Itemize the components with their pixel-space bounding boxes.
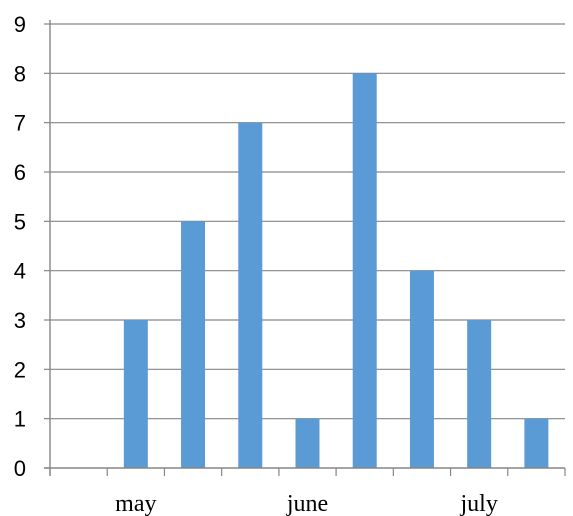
- bar: [524, 418, 549, 468]
- axes: [44, 20, 566, 476]
- y-tick-label: 5: [14, 209, 26, 234]
- y-tick-label: 3: [14, 308, 26, 333]
- x-group-label: july: [459, 491, 497, 516]
- y-tick-label: 4: [14, 259, 26, 284]
- x-group-label: june: [286, 491, 328, 516]
- y-tick-label: 8: [14, 61, 26, 86]
- axis-labels: 0 1 2 3 4 5 6 7 8 9 may june july: [14, 12, 498, 516]
- y-tick-label: 9: [14, 12, 26, 37]
- x-group-label: may: [115, 491, 156, 516]
- bar: [409, 270, 434, 468]
- bar: [352, 73, 377, 468]
- bar: [181, 221, 206, 468]
- bar: [238, 122, 263, 469]
- bar: [123, 320, 148, 468]
- bars: [123, 73, 549, 469]
- bar: [295, 418, 320, 468]
- y-tick-label: 7: [14, 111, 26, 136]
- y-tick-label: 6: [14, 160, 26, 185]
- bar: [467, 320, 492, 468]
- y-tick-label: 0: [14, 456, 26, 481]
- y-tick-label: 1: [14, 407, 26, 432]
- y-tick-label: 2: [14, 357, 26, 382]
